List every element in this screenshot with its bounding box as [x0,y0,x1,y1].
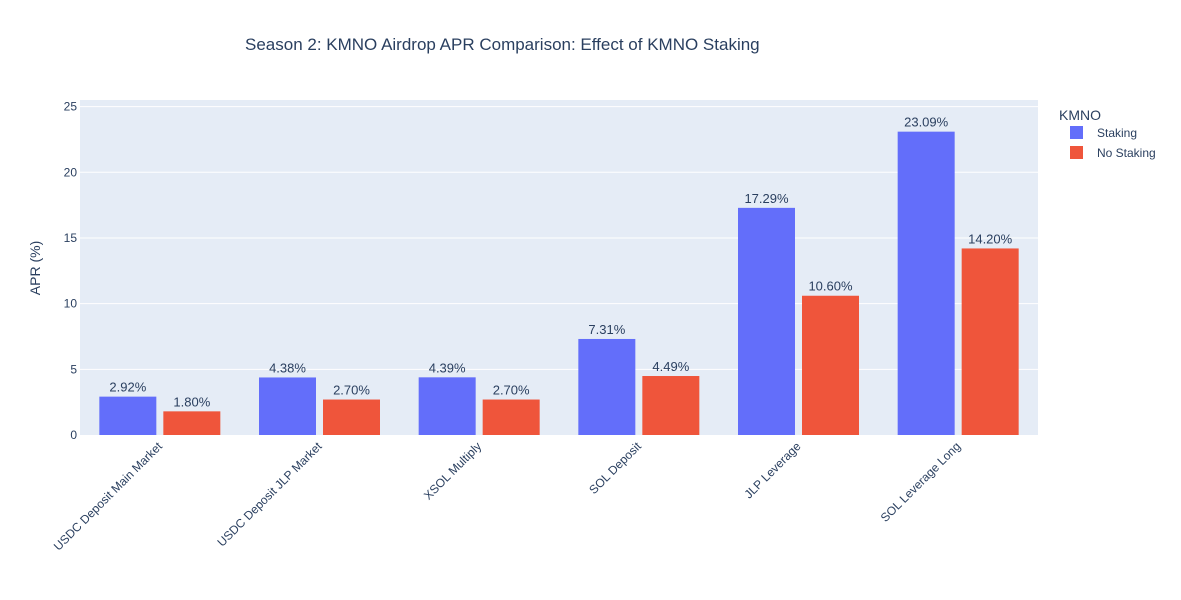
data-label: 7.31% [588,322,625,337]
y-tick-label: 10 [64,297,78,311]
data-label: 23.09% [904,115,949,130]
plot-area: 0 5 10 15 20 25 2.92% 1.80% USDC Deposit Main Ma… [51,100,1038,554]
y-tick-label: 5 [70,362,77,376]
legend-item-no-staking[interactable]: No Staking [1070,146,1156,160]
x-tick-label: JLP Leverage [742,439,804,501]
x-tick-label: USDC Deposit Main Market [51,439,166,554]
x-tick-label: SOL Deposit [586,439,644,497]
x-tick-label: XSOL Multiply [421,439,484,502]
bar-no-staking[interactable] [961,248,1019,435]
y-tick-label: 0 [70,428,77,442]
x-tick-label: SOL Leverage Long [878,439,964,525]
bar-no-staking[interactable] [323,399,380,435]
chart-title: Season 2: KMNO Airdrop APR Comparison: E… [245,35,760,54]
bar-staking[interactable] [259,377,316,435]
data-label: 4.38% [269,360,306,375]
legend-swatch [1070,146,1083,159]
legend[interactable]: KMNO Staking No Staking [1059,107,1156,160]
data-label: 14.20% [968,231,1013,246]
y-tick-label: 15 [64,231,78,245]
legend-swatch [1070,126,1083,139]
data-label: 1.80% [173,394,210,409]
bar-staking[interactable] [897,131,955,436]
bar-no-staking[interactable] [802,295,859,435]
plot-background [80,100,1038,435]
bar-no-staking[interactable] [642,376,700,435]
y-axis-title: APR (%) [27,241,43,295]
data-label: 2.70% [493,383,530,398]
x-tick-label: USDC Deposit JLP Market [214,439,325,550]
data-label: 17.29% [744,191,789,206]
bar-staking[interactable] [578,338,636,435]
legend-label: Staking [1097,126,1137,140]
data-label: 4.39% [429,360,466,375]
y-tick-label: 20 [64,165,78,179]
data-label: 2.70% [333,383,370,398]
data-label: 2.92% [109,380,146,395]
legend-title: KMNO [1059,107,1101,123]
data-label: 4.49% [652,359,689,374]
bar-staking[interactable] [418,377,476,435]
y-tick-label: 25 [64,100,78,114]
data-label: 10.60% [808,279,853,294]
bar-staking[interactable] [99,396,157,435]
bar-staking[interactable] [738,207,795,435]
legend-item-staking[interactable]: Staking [1070,126,1137,140]
bar-no-staking[interactable] [482,399,540,435]
legend-label: No Staking [1097,146,1156,160]
bar-no-staking[interactable] [163,411,221,435]
